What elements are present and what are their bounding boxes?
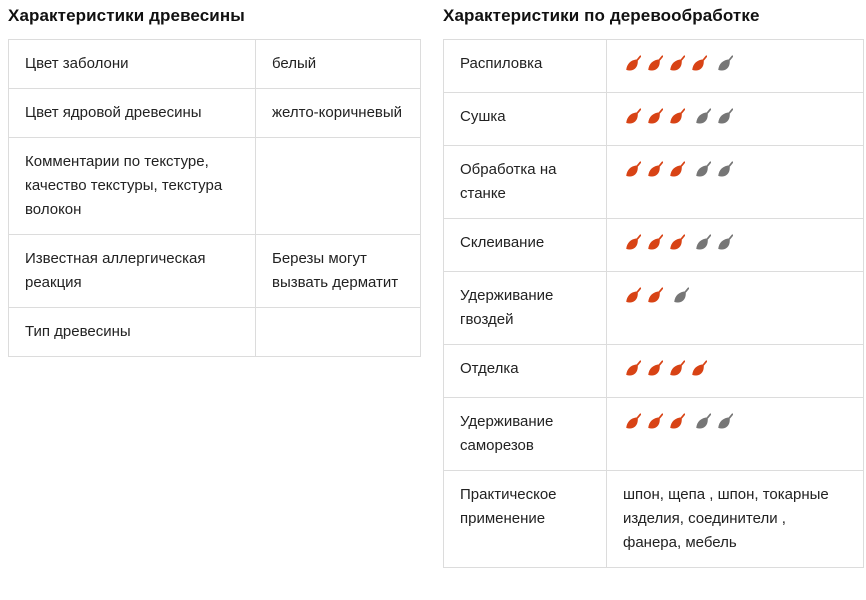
wood-characteristics-rows: Цвет заболони белый Цвет ядровой древесины… [8, 39, 421, 357]
leaf-filled-icon [689, 54, 707, 72]
rating [623, 286, 689, 304]
leaf-filled-icon [667, 54, 685, 72]
rating-cell [606, 218, 864, 272]
table-row: Обработка на станке [443, 145, 864, 219]
table-row: Тип древесины [8, 307, 421, 357]
row-label: Известная аллергическая реакция [8, 234, 256, 308]
table-row: Склеивание [443, 218, 864, 272]
woodworking-title: Характеристики по деревообработке [443, 6, 760, 25]
leaf-filled-icon [645, 54, 663, 72]
table-row: Практическое применение шпон, щепа , шпон… [443, 470, 864, 568]
row-value: белый [255, 39, 421, 89]
table-row: Удерживание саморезов [443, 397, 864, 471]
leaf-filled-icon [623, 107, 641, 125]
row-value: Березы могут вызвать дерматит [255, 234, 421, 308]
row-label: Цвет заболони [8, 39, 256, 89]
leaf-filled-icon [645, 107, 663, 125]
leaf-filled-icon [667, 233, 685, 251]
row-label: Практическое применение [443, 470, 607, 568]
table-row: Известная аллергическая реакция Березы мо… [8, 234, 421, 308]
leaf-filled-icon [623, 286, 641, 304]
leaf-empty-icon [715, 412, 733, 430]
table-row: Распиловка [443, 39, 864, 93]
table-row: Удерживание гвоздей [443, 271, 864, 345]
leaf-filled-icon [645, 359, 663, 377]
rating [623, 233, 733, 251]
leaf-empty-icon [715, 54, 733, 72]
leaf-filled-icon [645, 286, 663, 304]
rating-cell [606, 92, 864, 146]
row-label: Обработка на станке [443, 145, 607, 219]
leaf-filled-icon [667, 412, 685, 430]
leaf-empty-icon [693, 412, 711, 430]
row-label: Распиловка [443, 39, 607, 93]
leaf-filled-icon [623, 412, 641, 430]
rating-cell [606, 145, 864, 219]
page: Характеристики древесины Цвет заболони бе… [8, 6, 864, 568]
row-value [255, 137, 421, 235]
rating-cell [606, 271, 864, 345]
rating [623, 107, 733, 125]
row-label: Цвет ядровой древесины [8, 88, 256, 138]
leaf-filled-icon [623, 160, 641, 178]
rating [623, 54, 733, 72]
rating [623, 160, 733, 178]
leaf-filled-icon [689, 359, 707, 377]
leaf-empty-icon [693, 160, 711, 178]
rating-cell [606, 397, 864, 471]
leaf-filled-icon [667, 160, 685, 178]
leaf-filled-icon [645, 412, 663, 430]
wood-characteristics-section: Характеристики древесины Цвет заболони бе… [8, 6, 421, 568]
woodworking-table: Распиловка Сушка Обработка на станке Склеив… [443, 39, 864, 568]
leaf-filled-icon [645, 233, 663, 251]
leaf-empty-icon [715, 107, 733, 125]
leaf-filled-icon [667, 107, 685, 125]
row-label: Удерживание гвоздей [443, 271, 607, 345]
wood-characteristics-title: Характеристики древесины [8, 6, 245, 25]
woodworking-rows: Распиловка Сушка Обработка на станке Склеив… [443, 39, 864, 568]
table-row: Цвет заболони белый [8, 39, 421, 89]
table-row: Сушка [443, 92, 864, 146]
row-label: Сушка [443, 92, 607, 146]
row-value: шпон, щепа , шпон, токарные изделия, сое… [606, 470, 864, 568]
leaf-filled-icon [623, 54, 641, 72]
row-label: Комментарии по текстуре, качество тексту… [8, 137, 256, 235]
rating-cell [606, 39, 864, 93]
row-label: Удерживание саморезов [443, 397, 607, 471]
row-label: Склеивание [443, 218, 607, 272]
row-value: желто-коричневый [255, 88, 421, 138]
leaf-filled-icon [667, 359, 685, 377]
rating-cell [606, 344, 864, 398]
rating [623, 412, 733, 430]
leaf-filled-icon [645, 160, 663, 178]
leaf-empty-icon [671, 286, 689, 304]
row-label: Отделка [443, 344, 607, 398]
leaf-filled-icon [623, 359, 641, 377]
leaf-empty-icon [693, 233, 711, 251]
table-row: Комментарии по текстуре, качество тексту… [8, 137, 421, 235]
leaf-empty-icon [715, 233, 733, 251]
leaf-empty-icon [693, 107, 711, 125]
leaf-empty-icon [715, 160, 733, 178]
rating [623, 359, 707, 377]
table-row: Цвет ядровой древесины желто-коричневый [8, 88, 421, 138]
woodworking-section: Характеристики по деревообработке Распил… [443, 6, 864, 568]
leaf-filled-icon [623, 233, 641, 251]
table-row: Отделка [443, 344, 864, 398]
row-value [255, 307, 421, 357]
wood-characteristics-table: Цвет заболони белый Цвет ядровой древесины… [8, 39, 421, 357]
row-label: Тип древесины [8, 307, 256, 357]
